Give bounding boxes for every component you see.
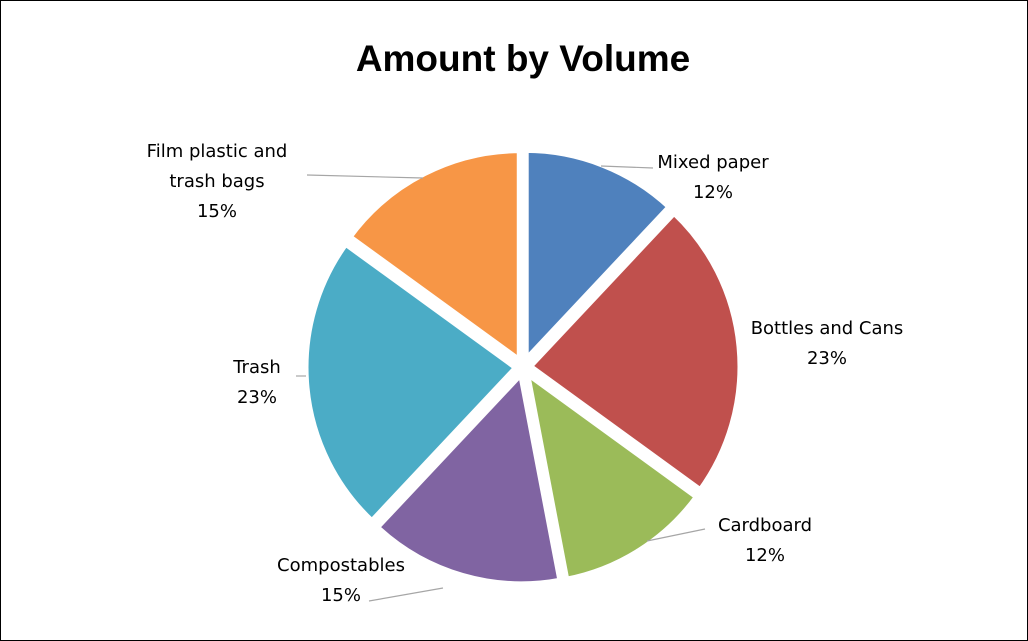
slice-label: Bottles and Cans 23%	[751, 318, 904, 369]
leader-line	[600, 165, 654, 169]
slice-name: Film plastic and	[147, 141, 288, 162]
pie-slice-bottles-and-cans	[525, 208, 745, 495]
leader-line	[646, 528, 706, 542]
slice-percent: 23%	[237, 387, 277, 408]
leader-lines	[296, 165, 706, 602]
slice-percent: 12%	[693, 182, 733, 203]
slice-percent: 15%	[321, 585, 361, 606]
slice-name: Bottles and Cans	[751, 318, 904, 339]
pie-slice-film-plastic-and-trash-bags	[345, 146, 524, 366]
pie-slice-cardboard	[522, 368, 702, 584]
slice-label: Film plastic and trash bags 15%	[147, 141, 288, 222]
slice-name: Compostables	[277, 555, 405, 576]
slice-labels: Mixed paper 12% Bottles and Cans 23% Cardboa…	[147, 141, 904, 606]
leader-line	[368, 587, 444, 602]
slice-name: Trash	[232, 357, 281, 378]
slice-label: Cardboard 12%	[718, 515, 812, 566]
slice-label: Mixed paper 12%	[657, 152, 769, 203]
slice-percent: 12%	[745, 545, 785, 566]
slice-percent: 23%	[807, 348, 847, 369]
pie-slice-trash	[301, 239, 521, 526]
slice-name: Mixed paper	[657, 152, 769, 173]
leader-line	[306, 174, 424, 179]
slice-label: Trash 23%	[232, 357, 281, 408]
slice-label: Compostables 15%	[277, 555, 405, 606]
pie-slice-mixed-paper	[521, 145, 674, 365]
slice-name: Cardboard	[718, 515, 812, 536]
chart-title: Amount by Volume	[356, 38, 690, 79]
pie-slices	[301, 145, 745, 589]
slice-percent: 15%	[197, 201, 237, 222]
slice-name: trash bags	[169, 171, 264, 192]
pie-slice-compostables	[372, 369, 565, 589]
